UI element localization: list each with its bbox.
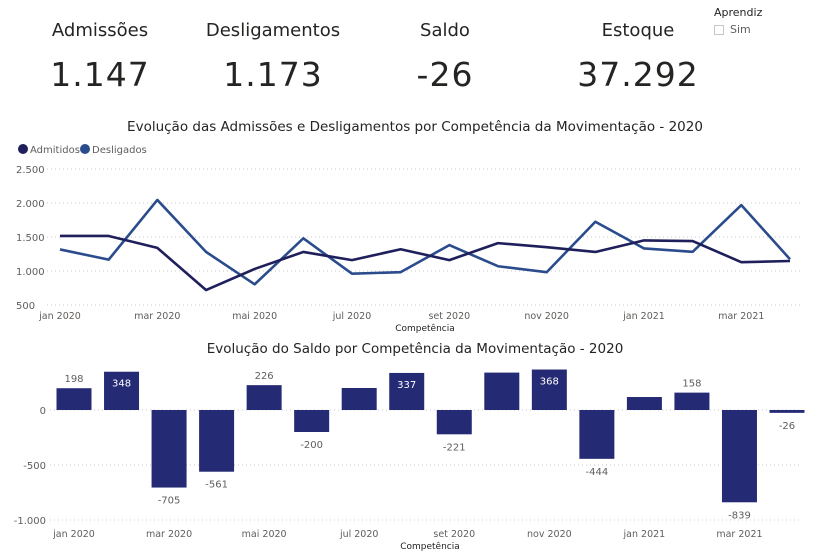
y-tick-label: 2.000: [16, 199, 45, 210]
kpi-saldo: Saldo -26: [395, 20, 495, 94]
data-label: 158: [682, 379, 701, 390]
data-label: -839: [728, 510, 751, 521]
x-tick-label: jan 2021: [622, 311, 665, 322]
bar[interactable]: [484, 372, 520, 410]
x-tick-label: nov 2020: [527, 529, 572, 540]
x-tick-label: set 2020: [428, 311, 470, 322]
x-tick-label: jan 2020: [38, 311, 81, 322]
bar[interactable]: [674, 392, 710, 410]
bar[interactable]: [199, 410, 235, 472]
data-label: -561: [205, 480, 228, 491]
y-tick-label: -1.000: [14, 516, 46, 527]
y-tick-label: -500: [23, 461, 46, 472]
data-label: 226: [255, 371, 274, 382]
kpi-estoque: Estoque 37.292: [573, 20, 703, 94]
kpi-label: Desligamentos: [205, 20, 341, 41]
x-tick-label: mai 2020: [232, 311, 277, 322]
legend-marker-admitidos[interactable]: [18, 144, 28, 154]
kpi-value: 37.292: [577, 55, 699, 94]
kpi-admissoes: Admissões 1.147: [40, 20, 160, 94]
data-label: -200: [300, 440, 323, 451]
legend-label-desligados[interactable]: Desligados: [92, 145, 147, 156]
x-axis-title: Competência: [400, 541, 460, 552]
chart-title: Evolução das Admissões e Desligamentos p…: [127, 119, 703, 135]
data-label: 368: [540, 377, 559, 388]
y-tick-label: 0: [40, 406, 46, 417]
aprendiz-slicer: Aprendiz Sim: [714, 6, 762, 36]
bar[interactable]: [579, 410, 615, 459]
data-label: 348: [112, 379, 131, 390]
bar[interactable]: [626, 397, 662, 410]
data-label: -444: [586, 467, 609, 478]
bar[interactable]: [246, 385, 282, 410]
checkbox[interactable]: [714, 24, 724, 35]
bar[interactable]: [56, 388, 92, 410]
data-label: -705: [158, 496, 181, 507]
line-chart: Evolução das Admissões e Desligamentos p…: [16, 119, 800, 334]
data-label: 198: [64, 374, 83, 385]
chart-title: Evolução do Saldo por Competência da Mov…: [207, 341, 624, 357]
legend-marker-desligados[interactable]: [80, 144, 90, 154]
y-tick-label: 2.500: [16, 165, 45, 176]
x-tick-label: jul 2020: [339, 529, 379, 540]
series-line-admitidos[interactable]: [60, 234, 791, 292]
x-tick-label: mar 2020: [134, 311, 180, 322]
bar[interactable]: [389, 372, 425, 410]
legend: Admitidos Desligados: [18, 144, 147, 156]
slicer-option-label: Sim: [730, 23, 751, 36]
bar[interactable]: [104, 371, 140, 410]
data-label: -221: [443, 442, 466, 453]
slicer-title: Aprendiz: [714, 6, 763, 19]
x-tick-label: jul 2020: [332, 311, 372, 322]
bar[interactable]: [341, 388, 377, 410]
kpi-label: Admissões: [51, 20, 149, 41]
kpi-label: Estoque: [601, 20, 675, 41]
x-tick-label: mar 2021: [716, 529, 762, 540]
data-label: 337: [397, 380, 416, 391]
y-tick-label: 500: [16, 301, 35, 312]
kpi-desligamentos: Desligamentos 1.173: [198, 20, 348, 94]
data-label: -26: [779, 421, 795, 432]
bar[interactable]: [531, 369, 567, 410]
bar[interactable]: [436, 410, 472, 435]
x-axis-title: Competência: [395, 323, 455, 334]
kpi-value: 1.147: [50, 55, 150, 94]
legend-label-admitidos[interactable]: Admitidos: [30, 145, 80, 156]
bar[interactable]: [721, 410, 757, 503]
kpi-value: 1.173: [223, 55, 323, 94]
kpi-label: Saldo: [420, 20, 470, 41]
x-tick-label: nov 2020: [524, 311, 569, 322]
bar[interactable]: [151, 410, 187, 488]
slicer-option-sim[interactable]: Sim: [714, 23, 762, 36]
x-tick-label: mar 2021: [718, 311, 764, 322]
bar[interactable]: [769, 410, 805, 413]
kpi-value: -26: [416, 55, 474, 94]
x-tick-label: jan 2021: [623, 529, 666, 540]
x-tick-label: jan 2020: [52, 529, 95, 540]
bar-chart: Evolução do Saldo por Competência da Mov…: [14, 341, 805, 552]
x-tick-label: mar 2020: [146, 529, 192, 540]
x-tick-label: mai 2020: [242, 529, 287, 540]
bar[interactable]: [294, 410, 330, 432]
y-tick-label: 1.000: [16, 267, 45, 278]
y-tick-label: 1.500: [16, 233, 45, 244]
series-line-desligados[interactable]: [59, 198, 791, 286]
x-tick-label: set 2020: [433, 529, 475, 540]
